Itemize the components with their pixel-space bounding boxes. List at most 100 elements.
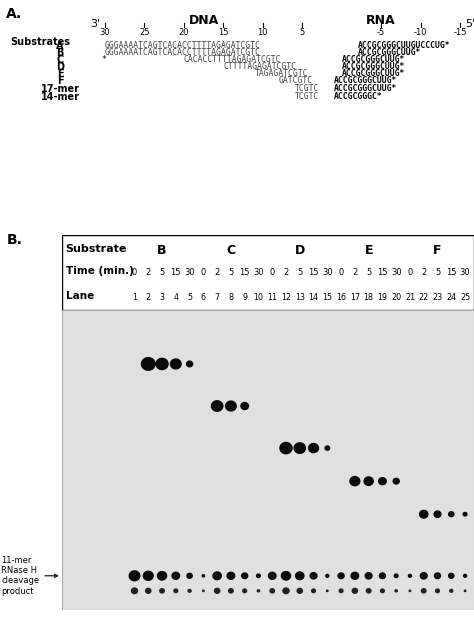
Ellipse shape bbox=[350, 476, 360, 486]
Ellipse shape bbox=[419, 510, 428, 518]
Text: 16: 16 bbox=[336, 292, 346, 302]
Ellipse shape bbox=[327, 590, 328, 592]
Ellipse shape bbox=[364, 477, 373, 485]
Text: 2: 2 bbox=[352, 268, 357, 277]
Text: 15: 15 bbox=[446, 268, 456, 277]
Ellipse shape bbox=[187, 361, 192, 367]
Text: Substrates: Substrates bbox=[10, 37, 70, 47]
Ellipse shape bbox=[202, 575, 204, 577]
Text: 5: 5 bbox=[187, 292, 192, 302]
Text: GGGAAAATCAGTCACACCTTTTAGAGATCGTC: GGGAAAATCAGTCACACCTTTTAGAGATCGTC bbox=[105, 48, 261, 57]
Text: 0: 0 bbox=[407, 268, 412, 277]
Text: 11-mer
RNase H
cleavage
product: 11-mer RNase H cleavage product bbox=[1, 556, 58, 596]
Text: -10: -10 bbox=[414, 28, 427, 37]
Text: 15: 15 bbox=[171, 268, 181, 277]
Text: 25: 25 bbox=[139, 28, 150, 37]
Ellipse shape bbox=[280, 443, 292, 454]
Ellipse shape bbox=[311, 589, 315, 593]
Text: 3': 3' bbox=[90, 19, 100, 29]
Text: 8: 8 bbox=[228, 292, 233, 302]
Ellipse shape bbox=[463, 513, 467, 516]
Text: B.: B. bbox=[7, 233, 23, 247]
Ellipse shape bbox=[146, 588, 151, 593]
Text: D: D bbox=[56, 62, 64, 72]
Text: 15: 15 bbox=[322, 292, 332, 302]
Text: 14: 14 bbox=[309, 292, 319, 302]
Text: 12: 12 bbox=[281, 292, 291, 302]
Ellipse shape bbox=[256, 574, 260, 578]
Text: 30: 30 bbox=[100, 28, 110, 37]
Text: 5: 5 bbox=[366, 268, 371, 277]
Ellipse shape bbox=[436, 589, 439, 593]
Text: 22: 22 bbox=[419, 292, 429, 302]
Ellipse shape bbox=[421, 588, 426, 593]
Ellipse shape bbox=[296, 572, 304, 580]
Text: 0: 0 bbox=[132, 268, 137, 277]
Text: 17-mer: 17-mer bbox=[40, 84, 80, 94]
Ellipse shape bbox=[172, 572, 180, 579]
Ellipse shape bbox=[171, 359, 181, 369]
Ellipse shape bbox=[351, 572, 359, 579]
Text: CACACCTTTTAGAGATCGTC: CACACCTTTTAGAGATCGTC bbox=[184, 55, 282, 64]
Text: F: F bbox=[57, 76, 64, 86]
Text: ACCGCGGGC*: ACCGCGGGC* bbox=[334, 92, 383, 101]
Ellipse shape bbox=[379, 573, 385, 578]
Ellipse shape bbox=[270, 588, 274, 593]
Text: C: C bbox=[56, 55, 64, 65]
Text: ACCGCGGGCUUG*: ACCGCGGGCUUG* bbox=[342, 55, 405, 64]
Text: 2: 2 bbox=[146, 292, 151, 302]
Text: F: F bbox=[433, 244, 442, 257]
Ellipse shape bbox=[464, 575, 466, 577]
Text: A.: A. bbox=[6, 7, 22, 21]
Ellipse shape bbox=[214, 588, 220, 593]
Ellipse shape bbox=[243, 589, 246, 593]
Ellipse shape bbox=[448, 511, 454, 516]
Text: B: B bbox=[157, 244, 167, 257]
Text: E: E bbox=[57, 69, 64, 79]
Text: 1: 1 bbox=[132, 292, 137, 302]
Text: 10: 10 bbox=[254, 292, 264, 302]
Ellipse shape bbox=[282, 572, 291, 580]
Text: ACCGCGGGCUUG*: ACCGCGGGCUUG* bbox=[357, 48, 421, 57]
Text: 13: 13 bbox=[295, 292, 305, 302]
Ellipse shape bbox=[326, 575, 329, 577]
Ellipse shape bbox=[257, 590, 260, 592]
Text: 15: 15 bbox=[377, 268, 388, 277]
Ellipse shape bbox=[297, 588, 302, 593]
Ellipse shape bbox=[420, 573, 427, 579]
Text: 30: 30 bbox=[391, 268, 401, 277]
Text: 0: 0 bbox=[201, 268, 206, 277]
Text: -15: -15 bbox=[453, 28, 467, 37]
Text: 15: 15 bbox=[308, 268, 319, 277]
Text: GGGAAAATCAGTCACACCTTTTAGAGATCGTC: GGGAAAATCAGTCACACCTTTTAGAGATCGTC bbox=[105, 41, 261, 50]
Ellipse shape bbox=[160, 588, 164, 593]
Text: 5': 5' bbox=[465, 19, 474, 29]
Text: ACCGCGGGCUUG*: ACCGCGGGCUUG* bbox=[342, 62, 405, 71]
Text: TCGTC: TCGTC bbox=[294, 84, 319, 93]
Text: 24: 24 bbox=[446, 292, 456, 302]
Ellipse shape bbox=[465, 590, 466, 592]
Ellipse shape bbox=[434, 511, 441, 517]
Text: B: B bbox=[56, 48, 64, 58]
Ellipse shape bbox=[310, 573, 317, 579]
Text: 23: 23 bbox=[432, 292, 443, 302]
Ellipse shape bbox=[394, 574, 398, 578]
Text: ACCGCGGGCUUG*: ACCGCGGGCUUG* bbox=[334, 76, 397, 85]
Ellipse shape bbox=[228, 588, 233, 593]
Ellipse shape bbox=[409, 590, 410, 592]
Text: TCGTC: TCGTC bbox=[294, 92, 319, 101]
Ellipse shape bbox=[131, 588, 137, 593]
Text: C: C bbox=[227, 244, 236, 257]
Text: Lane: Lane bbox=[66, 291, 94, 301]
Text: 30: 30 bbox=[322, 268, 333, 277]
Text: 15: 15 bbox=[218, 28, 228, 37]
Text: 3: 3 bbox=[160, 292, 164, 302]
Ellipse shape bbox=[379, 478, 386, 485]
Text: 25: 25 bbox=[460, 292, 470, 302]
Ellipse shape bbox=[393, 478, 399, 484]
Ellipse shape bbox=[435, 573, 440, 578]
Text: 2: 2 bbox=[215, 268, 220, 277]
Text: E: E bbox=[365, 244, 373, 257]
Ellipse shape bbox=[352, 588, 357, 593]
Text: CTTTTAGAGATCGTC: CTTTTAGAGATCGTC bbox=[223, 62, 296, 71]
